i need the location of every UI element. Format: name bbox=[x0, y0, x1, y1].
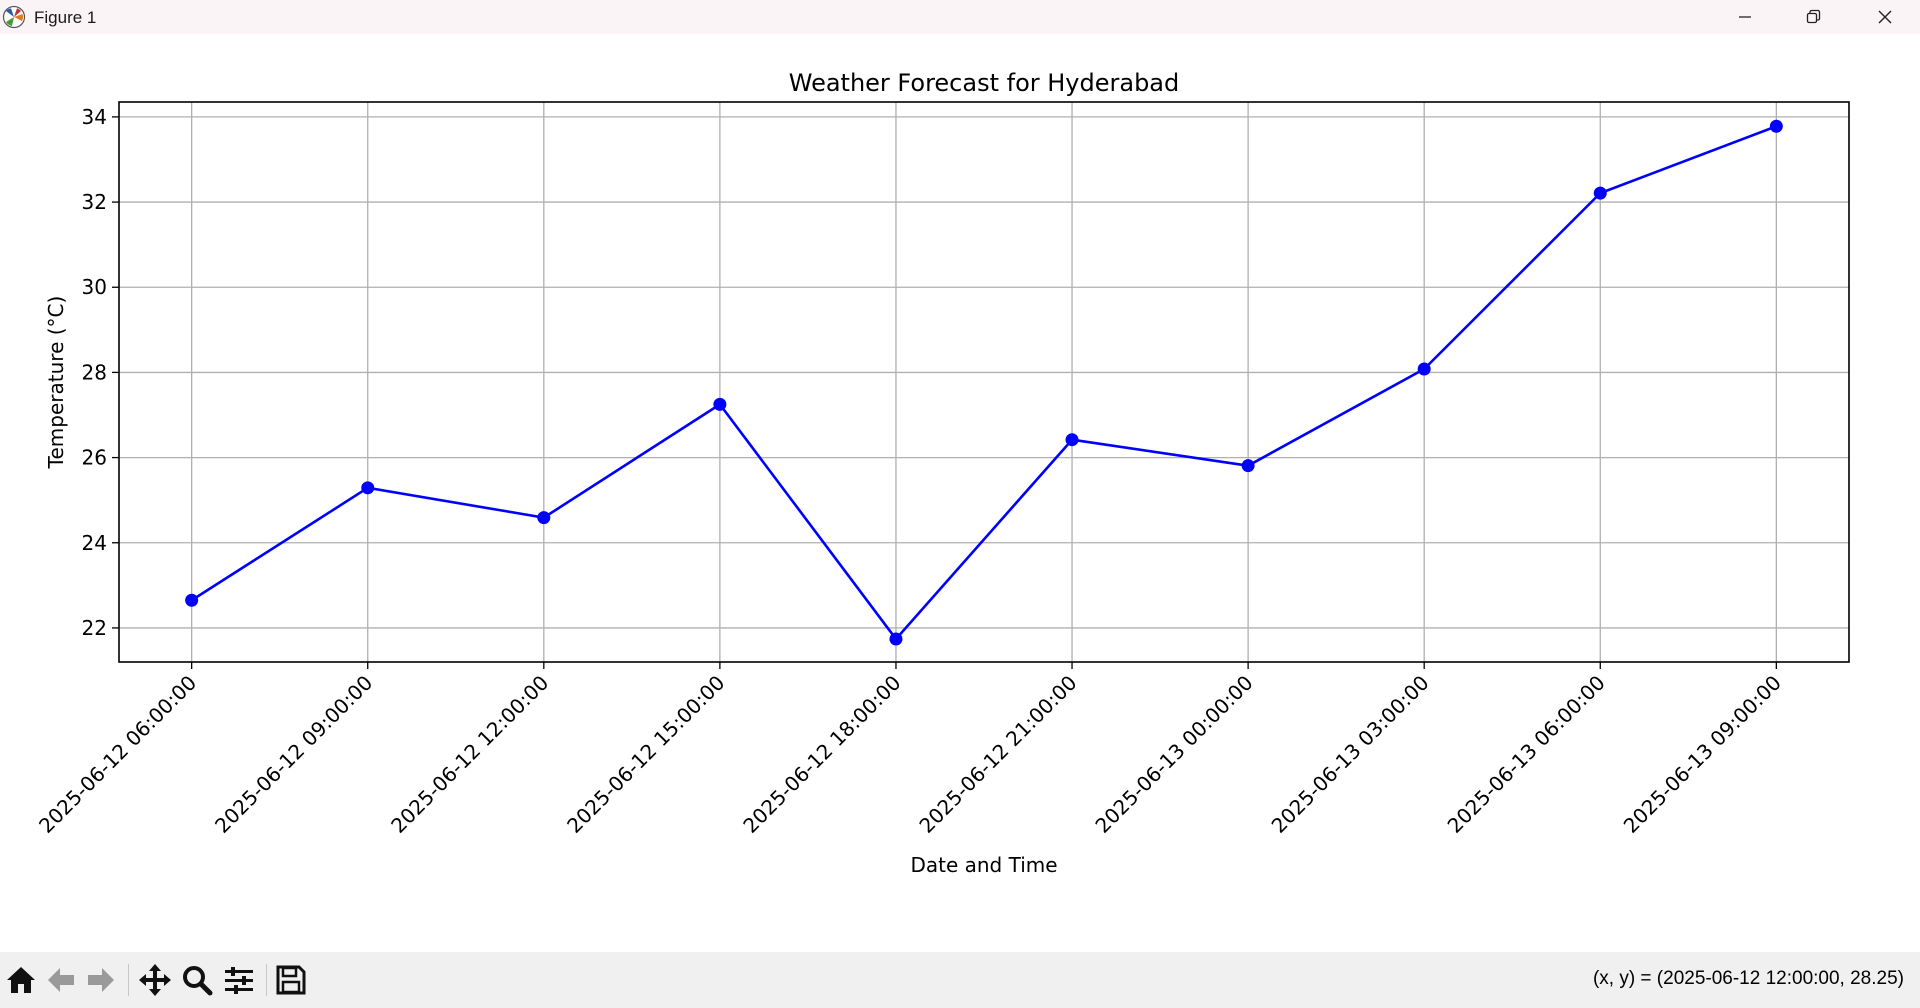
x-tick-label: 2025-06-12 12:00:00 bbox=[386, 671, 553, 838]
chart-title: Weather Forecast for Hyderabad bbox=[789, 69, 1180, 97]
y-tick-labels: 22 24 26 28 30 32 34 bbox=[82, 105, 107, 640]
data-point bbox=[1593, 186, 1607, 200]
save-button[interactable] bbox=[272, 960, 310, 1000]
line-chart: 2025-06-12 06:00:00 2025-06-12 09:00:00 20… bbox=[34, 69, 1850, 877]
close-button[interactable] bbox=[1850, 0, 1920, 34]
x-tick-label: 2025-06-12 15:00:00 bbox=[562, 671, 729, 838]
floppy-disk-icon bbox=[276, 965, 306, 995]
home-button[interactable] bbox=[2, 960, 40, 1000]
x-tick-label: 2025-06-12 18:00:00 bbox=[738, 671, 905, 838]
y-tick-label: 26 bbox=[82, 446, 107, 470]
y-tick-label: 34 bbox=[82, 105, 107, 129]
y-tick-label: 24 bbox=[82, 531, 107, 555]
cursor-coordinates: (x, y) = (2025-06-12 12:00:00, 28.25) bbox=[1592, 968, 1904, 989]
x-axis-label: Date and Time bbox=[910, 853, 1057, 877]
figure-canvas[interactable]: 2025-06-12 06:00:00 2025-06-12 09:00:00 20… bbox=[0, 34, 1920, 952]
data-point bbox=[1065, 433, 1079, 447]
matplotlib-icon bbox=[2, 5, 26, 29]
sliders-icon bbox=[225, 967, 253, 994]
minimize-icon bbox=[1739, 16, 1751, 18]
data-point bbox=[537, 511, 551, 525]
data-point bbox=[713, 397, 727, 411]
data-point bbox=[1769, 119, 1783, 133]
x-tick-label: 2025-06-12 09:00:00 bbox=[210, 671, 377, 838]
axes-frame bbox=[118, 101, 1850, 663]
x-tick-label: 2025-06-13 06:00:00 bbox=[1443, 671, 1610, 838]
move-icon bbox=[139, 964, 171, 996]
title-bar: Figure 1 bbox=[0, 0, 1920, 34]
series-layer bbox=[185, 119, 1783, 646]
y-axis-label: Temperature (°C) bbox=[44, 296, 68, 470]
x-tick-label: 2025-06-13 09:00:00 bbox=[1619, 671, 1786, 838]
x-tick-label: 2025-06-12 21:00:00 bbox=[914, 671, 1081, 838]
restore-button[interactable] bbox=[1778, 0, 1848, 34]
navigation-toolbar: (x, y) = (2025-06-12 12:00:00, 28.25) bbox=[0, 952, 1920, 1008]
toolbar-separator bbox=[266, 964, 267, 996]
x-tick-label: 2025-06-13 03:00:00 bbox=[1267, 671, 1434, 838]
window-title: Figure 1 bbox=[34, 8, 97, 27]
data-point bbox=[1417, 362, 1431, 376]
toolbar-separator bbox=[128, 964, 129, 996]
y-tick-label: 28 bbox=[82, 360, 107, 384]
arrow-left-icon bbox=[48, 968, 74, 992]
pan-button[interactable] bbox=[136, 960, 174, 1000]
y-tick-label: 22 bbox=[82, 616, 107, 640]
ticks bbox=[112, 116, 1777, 669]
arrow-right-icon bbox=[88, 968, 114, 992]
series-line bbox=[190, 125, 1777, 641]
configure-subplots-button[interactable] bbox=[220, 960, 258, 1000]
home-icon bbox=[7, 967, 35, 993]
x-tick-label: 2025-06-13 00:00:00 bbox=[1090, 671, 1257, 838]
minimize-button[interactable] bbox=[1710, 0, 1780, 34]
zoom-button[interactable] bbox=[178, 960, 216, 1000]
forward-button[interactable] bbox=[82, 960, 120, 1000]
data-point bbox=[185, 593, 199, 607]
y-tick-label: 30 bbox=[82, 275, 107, 299]
y-tick-label: 32 bbox=[82, 190, 107, 214]
magnifier-icon bbox=[183, 966, 213, 996]
data-point bbox=[889, 632, 903, 646]
back-button[interactable] bbox=[42, 960, 80, 1000]
data-point bbox=[1241, 459, 1255, 473]
data-point bbox=[361, 481, 375, 495]
close-icon bbox=[1878, 10, 1892, 24]
grid bbox=[119, 102, 1849, 662]
x-tick-labels: 2025-06-12 06:00:00 2025-06-12 09:00:00 20… bbox=[34, 671, 1786, 838]
restore-icon bbox=[1806, 9, 1821, 24]
x-tick-label: 2025-06-12 06:00:00 bbox=[34, 671, 201, 838]
